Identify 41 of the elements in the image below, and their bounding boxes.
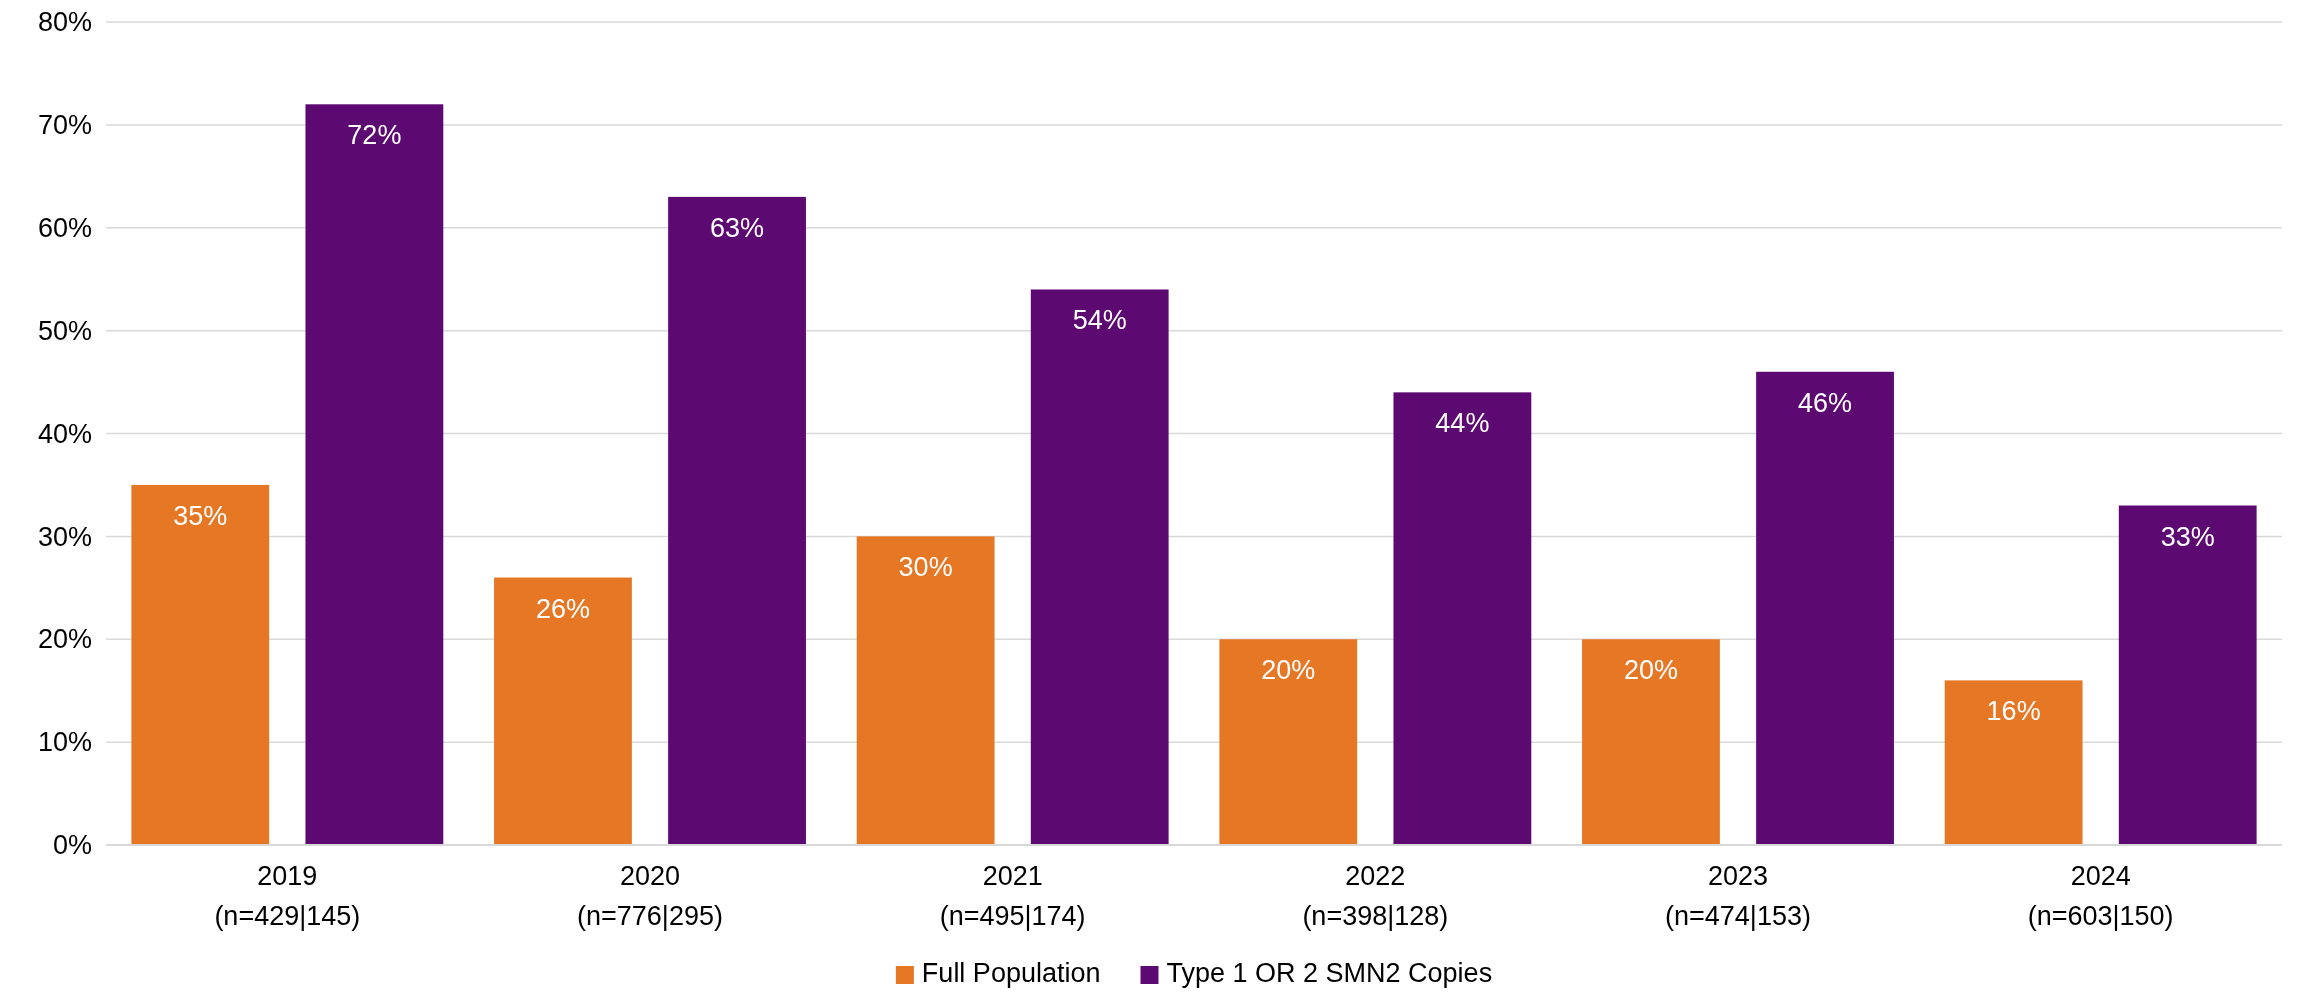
x-tick-label: 2020 (n=776|295) [577, 861, 723, 931]
data-label: 35% [173, 500, 228, 531]
legend-label: Type 1 OR 2 SMN2 Copies [1166, 958, 1493, 988]
data-label: 63% [710, 212, 765, 243]
bar [668, 196, 806, 845]
data-label: 46% [1798, 387, 1853, 418]
y-tick-label: 70% [37, 110, 92, 141]
data-label: 26% [535, 593, 590, 624]
x-tick-label: 2019 (n=429|145) [214, 861, 361, 931]
y-tick-label: 60% [37, 212, 92, 243]
y-tick-label: 30% [37, 521, 92, 552]
bar [1030, 289, 1169, 845]
bar [856, 536, 995, 845]
data-label: 20% [1623, 655, 1678, 686]
y-tick-label: 0% [52, 830, 92, 861]
data-label: 54% [1072, 305, 1127, 336]
y-tick-label: 20% [37, 624, 92, 655]
bar [494, 577, 632, 845]
data-label: 16% [1986, 696, 2041, 727]
y-tick-label: 50% [37, 315, 92, 346]
data-label: 20% [1261, 655, 1316, 686]
x-tick-label: 2021 (n=495|174) [939, 861, 1086, 931]
y-tick-label: 10% [37, 727, 92, 758]
data-label: 72% [347, 120, 402, 151]
bar [1582, 639, 1720, 845]
x-tick-label: 2023 (n=474|153) [1665, 861, 1811, 931]
bar [1944, 680, 2083, 845]
legend-label: Full Population [921, 958, 1101, 988]
x-tick-label: 2022 (n=398|128) [1302, 861, 1449, 931]
bar [131, 484, 270, 845]
y-tick-label: 40% [37, 418, 92, 449]
bar [1756, 371, 1894, 845]
bar [1219, 639, 1358, 845]
bar [1393, 392, 1532, 845]
bar [305, 104, 444, 845]
bar [2118, 505, 2257, 845]
data-label: 33% [2160, 521, 2215, 552]
x-tick-label: 2024 (n=603|150) [2027, 861, 2174, 931]
data-label: 44% [1435, 408, 1490, 439]
data-label: 30% [898, 552, 953, 583]
y-tick-label: 80% [37, 7, 92, 38]
